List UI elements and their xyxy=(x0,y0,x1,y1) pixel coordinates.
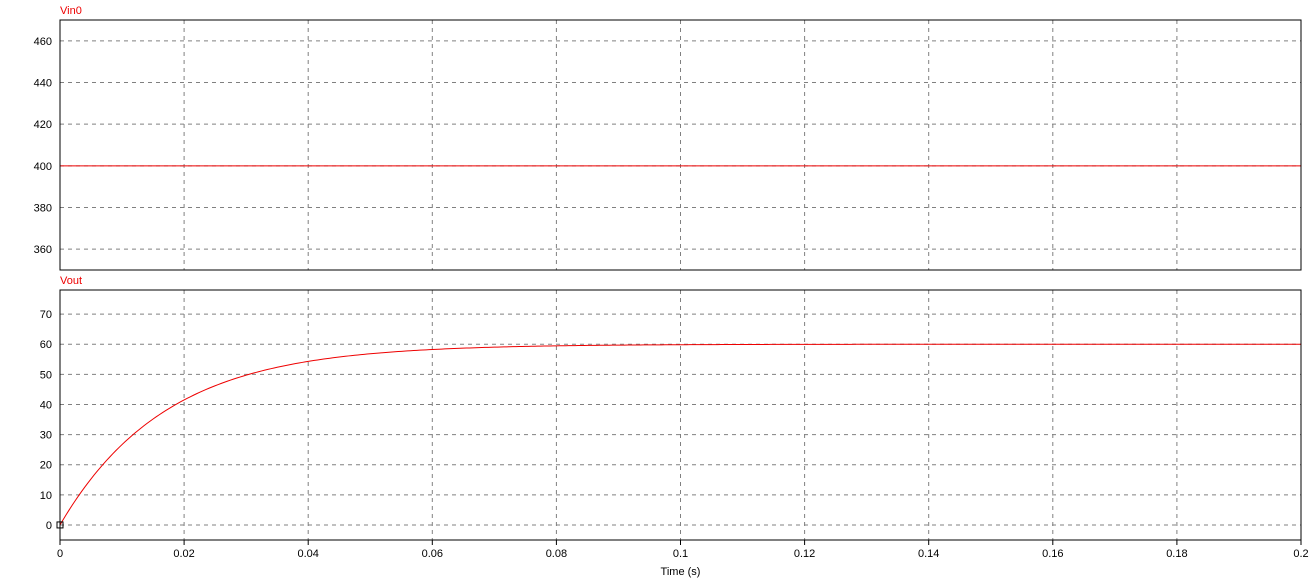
ytick-label: 20 xyxy=(40,460,52,472)
ytick-label: 400 xyxy=(34,161,52,173)
ytick-label: 10 xyxy=(40,490,52,502)
ytick-label: 360 xyxy=(34,244,52,256)
xtick-label: 0.1 xyxy=(673,548,688,560)
ytick-label: 70 xyxy=(40,309,52,321)
xtick-label: 0 xyxy=(57,548,63,560)
xtick-label: 0.02 xyxy=(173,548,194,560)
ytick-label: 0 xyxy=(46,520,52,532)
chart-vin0: 360 380 400 420 440 460 xyxy=(34,20,1301,270)
xaxis-label: Time (s) xyxy=(661,566,701,578)
ytick-label: 440 xyxy=(34,78,52,90)
xtick-label: 0.14 xyxy=(918,548,939,560)
chart-vout: 0 10 20 30 40 50 60 70 xyxy=(40,290,1301,540)
ytick-label: 40 xyxy=(40,399,52,411)
ytick-label: 380 xyxy=(34,203,52,215)
plot-canvas: Vin0 360 380 400 420 440 460 Vout 0 10 20 30 40 50 60 7… xyxy=(0,0,1311,587)
xtick-label: 0.2 xyxy=(1293,548,1308,560)
xtick-label: 0.12 xyxy=(794,548,815,560)
xtick-label: 0.18 xyxy=(1166,548,1187,560)
plot-bg xyxy=(60,20,1301,270)
ytick-label: 420 xyxy=(34,119,52,131)
xtick-label: 0.04 xyxy=(297,548,318,560)
ytick-label: 50 xyxy=(40,369,52,381)
ytick-label: 30 xyxy=(40,430,52,442)
plot-bg xyxy=(60,290,1301,540)
chart-title-vin0: Vin0 xyxy=(60,5,82,17)
page-root: Vin0 360 380 400 420 440 460 Vout 0 10 20 30 40 50 60 7… xyxy=(0,0,1311,587)
x-axis: 0 0.02 0.04 0.06 0.08 0.1 0.12 0.14 0.16 0.18 0.2 xyxy=(57,540,1309,560)
ytick-label: 460 xyxy=(34,36,52,48)
xtick-label: 0.08 xyxy=(546,548,567,560)
xtick-label: 0.16 xyxy=(1042,548,1063,560)
ytick-label: 60 xyxy=(40,339,52,351)
chart-title-vout: Vout xyxy=(60,275,82,287)
xtick-label: 0.06 xyxy=(422,548,443,560)
